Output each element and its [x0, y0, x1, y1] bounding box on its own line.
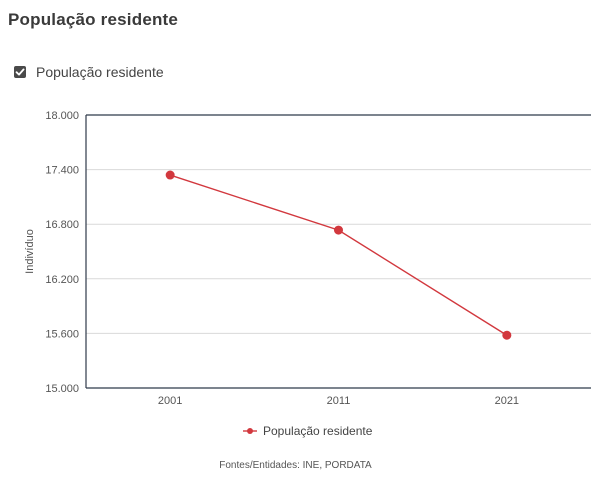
y-tick-label: 17.400 [45, 165, 79, 177]
grid-lines [86, 169, 591, 334]
page-title: População residente [8, 10, 179, 29]
y-tick-label: 16.800 [45, 219, 79, 231]
legend-dot-marker [247, 428, 253, 434]
legend[interactable]: População residente [243, 424, 373, 438]
source-note: Fontes/Entidades: INE, PORDATA [219, 460, 372, 471]
data-point [502, 330, 512, 340]
x-tick-label: 2021 [495, 395, 519, 407]
plot-frame [85, 114, 591, 389]
y-tick-label: 16.200 [45, 274, 79, 286]
x-tick-label: 2001 [158, 395, 182, 407]
y-tick-label: 18.000 [45, 110, 79, 122]
series-layer [165, 170, 512, 340]
y-axis-label: Indivíduo [24, 229, 36, 274]
y-tick-label: 15.000 [45, 383, 79, 395]
line-chart: 15.000 15.600 16.200 16.800 17.400 18.000 200… [24, 110, 591, 438]
series-line [169, 174, 508, 336]
x-axis-ticks: 2001 2011 2021 [158, 395, 519, 407]
checkbox-checked-icon[interactable] [14, 66, 26, 78]
data-point [334, 225, 343, 235]
data-point [165, 170, 175, 180]
y-axis-ticks: 15.000 15.600 16.200 16.800 17.400 18.000 [45, 110, 79, 395]
series-toggle[interactable]: População residente [14, 64, 164, 80]
y-tick-label: 15.600 [45, 328, 79, 340]
x-tick-label: 2011 [327, 395, 351, 407]
legend-label: População residente [263, 424, 373, 438]
series-toggle-label: População residente [36, 64, 164, 80]
